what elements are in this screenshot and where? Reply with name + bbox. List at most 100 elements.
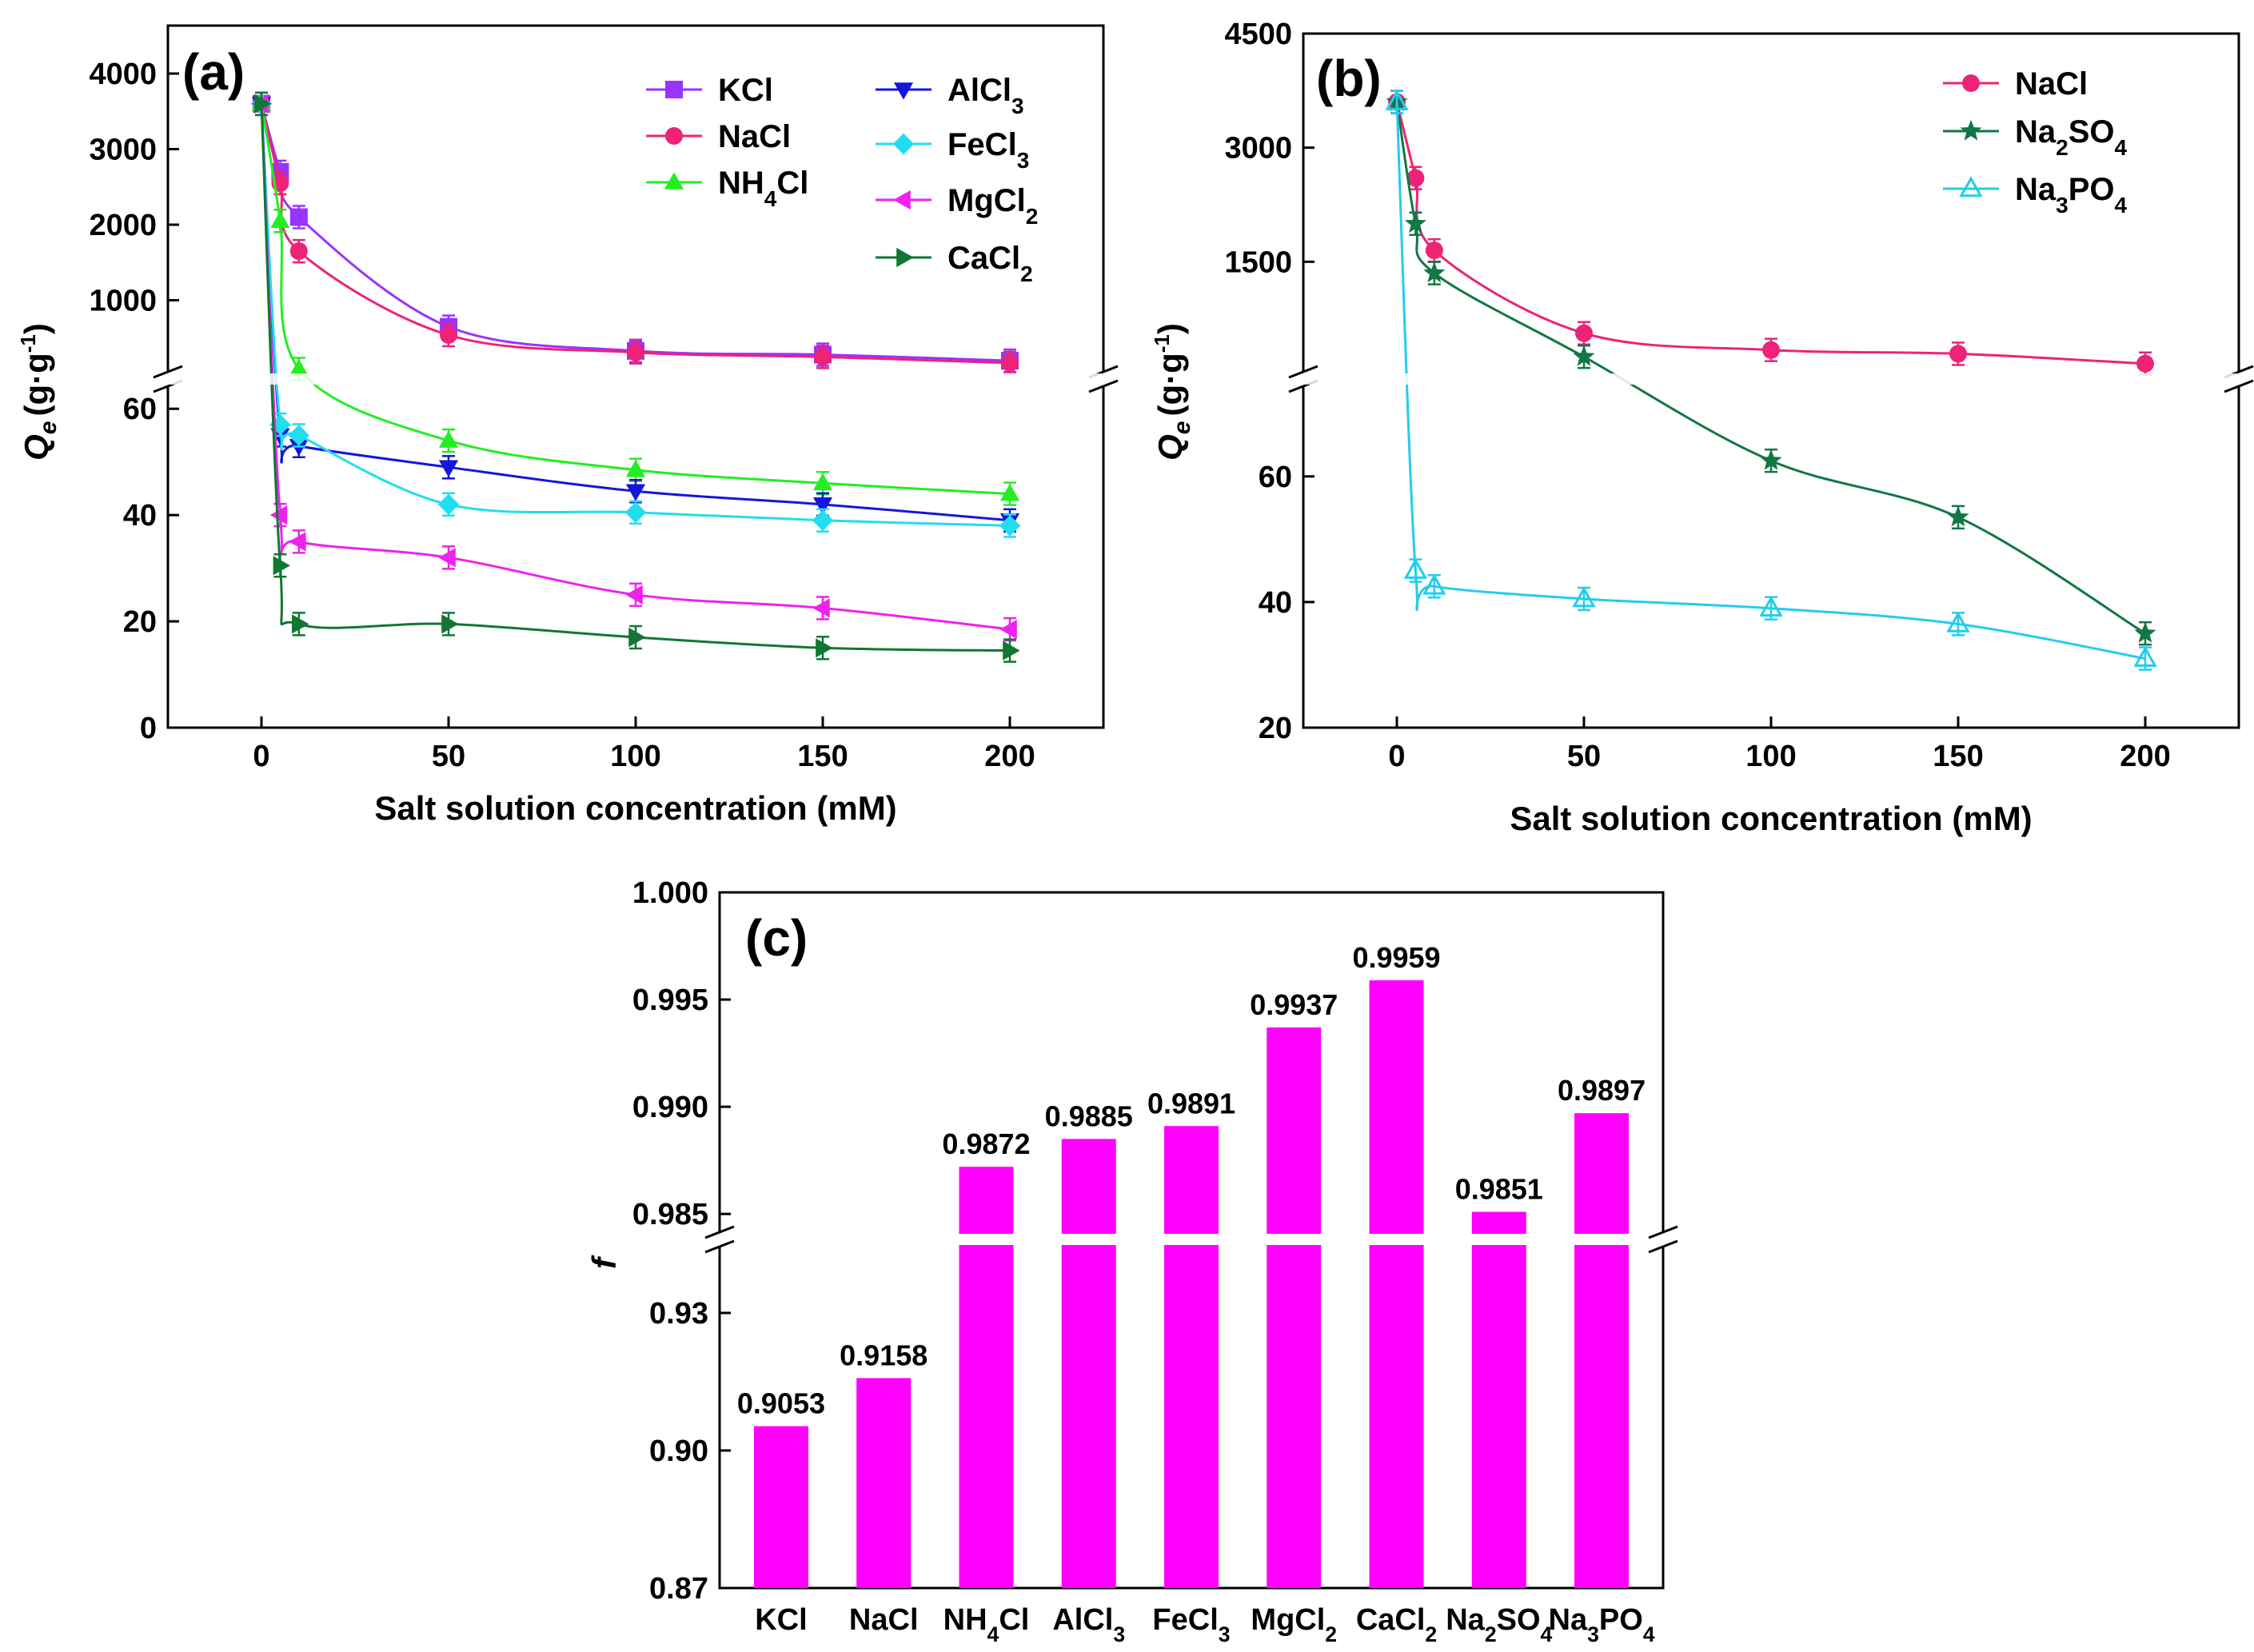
category-label: FeCl3: [1152, 1603, 1230, 1646]
legend-label: NaCl: [2015, 66, 2088, 102]
y-tick-label: 0.990: [632, 1091, 708, 1124]
data-point-nacl: [1949, 345, 1967, 363]
y-tick-label: 0.985: [632, 1198, 708, 1231]
legend-marker: [1962, 74, 1980, 92]
bar-na3po4: [1574, 1113, 1630, 1588]
panel-label-c: (c): [745, 909, 808, 967]
data-point-nh4cl: [270, 210, 290, 229]
bar-break-gap: [1059, 1234, 1118, 1245]
legend-marker: [665, 127, 683, 145]
bar-group-nh4cl: 0.9872 NH4Cl: [942, 1127, 1030, 1646]
legend-label: Na3PO4: [2015, 172, 2128, 217]
data-point-na2so4: [1760, 449, 1782, 470]
category-label: CaCl2: [1356, 1603, 1437, 1646]
data-point-na2so4: [2134, 621, 2156, 643]
y-tick-label: 1500: [1224, 245, 1292, 279]
data-point-alcl3: [625, 484, 646, 501]
x-tick-label: 150: [797, 740, 848, 773]
bar-kcl: [753, 1426, 808, 1588]
series-mgcl2: [251, 91, 1017, 642]
data-point-fecl3: [812, 509, 834, 531]
legend-label: NH4Cl: [718, 166, 808, 211]
x-axis-label-b: Salt solution concentration (mM): [1510, 800, 2032, 837]
data-point-cacl2: [628, 627, 646, 648]
data-point-cacl2: [254, 94, 272, 114]
x-tick-label: 0: [1388, 740, 1405, 773]
y-tick-label: 40: [123, 499, 157, 533]
y-tick-label: 3000: [1224, 132, 1292, 166]
data-point-nacl: [440, 325, 457, 344]
bar-nacl: [856, 1378, 912, 1588]
legend-entry-fecl3: FeCl3: [876, 127, 1029, 173]
series-line-na3po4: [1395, 102, 2146, 660]
series-na3po4: [1385, 89, 2157, 671]
bar-value-label: 0.9937: [1250, 988, 1338, 1021]
data-point-na3po4: [1403, 557, 1428, 579]
chart-panel-c: (c) f 0.87 0.90 0.93 0.985 0.990 0.995 1.000 0…: [585, 876, 1678, 1646]
legend-entry-kcl: KCl: [646, 73, 773, 108]
legend-marker: [664, 172, 684, 190]
data-point-cacl2: [816, 638, 833, 658]
axis-break-overlay: [170, 373, 1102, 385]
legend-entry-nacl: NaCl: [646, 119, 791, 154]
panel-label-a: (a): [182, 43, 245, 101]
bar-value-label: 0.9891: [1147, 1087, 1235, 1119]
data-point-fecl3: [999, 515, 1021, 537]
data-point-kcl: [289, 208, 308, 226]
panel-label-b: (b): [1316, 50, 1382, 107]
y-tick-label: 4500: [1224, 18, 1292, 51]
axis-break-mark: [704, 1239, 735, 1254]
bar-value-label: 0.9885: [1045, 1099, 1133, 1132]
data-point-nacl: [814, 348, 832, 366]
data-point-nh4cl: [625, 460, 646, 477]
bar-alcl3: [1061, 1139, 1116, 1588]
data-point-alcl3: [812, 497, 833, 515]
bar-fecl3: [1164, 1126, 1219, 1588]
legend-entry-na2so4: Na2SO4: [1943, 114, 2128, 160]
data-point-nacl: [1001, 353, 1019, 372]
legend-marker: [893, 82, 914, 100]
legend-label: AlCl3: [947, 73, 1024, 118]
legend-entry-mgcl2: MgCl2: [876, 183, 1038, 229]
bar-mgcl2: [1267, 1027, 1322, 1588]
axis-break-mark: [1288, 365, 1318, 379]
legend-label: CaCl2: [947, 241, 1033, 286]
svg-text:Qe(g·g-1): Qe(g·g-1): [1150, 323, 1195, 461]
series-nacl: [253, 91, 1019, 376]
chart-panel-b: (b) Salt solution concentration (mM) Qe(…: [1150, 18, 2254, 837]
bar-break-gap: [1265, 1234, 1323, 1245]
legend-entry-nh4cl: NH4Cl: [646, 166, 808, 211]
bar-group-mgcl2: 0.9937 MgCl2: [1250, 988, 1338, 1646]
axis-break-mark: [704, 1225, 735, 1239]
x-tick-label: 0: [253, 740, 269, 773]
y-tick-label: 0.93: [649, 1297, 708, 1331]
y-tick-label: 0.87: [649, 1572, 708, 1606]
data-point-cacl2: [441, 614, 459, 634]
legend-entry-alcl3: AlCl3: [876, 73, 1024, 118]
category-label: AlCl3: [1052, 1603, 1125, 1646]
bar-break-gap: [1573, 1234, 1631, 1245]
x-axis-label-a: Salt solution concentration (mM): [374, 789, 896, 827]
data-point-mgcl2: [625, 585, 643, 605]
x-tick-label: 150: [1933, 740, 1983, 773]
bar-na2so4: [1471, 1211, 1526, 1588]
chart-panel-a: (a) Salt solution concentration (mM) Qe(…: [16, 24, 1119, 827]
y-tick-label: 4000: [89, 58, 157, 91]
bar-group-fecl3: 0.9891 FeCl3: [1147, 1087, 1235, 1646]
y-tick-label: 0.995: [632, 984, 708, 1017]
bar-group-kcl: 0.9053 KCl: [737, 1387, 825, 1637]
axis-break-mark: [1648, 1239, 1678, 1254]
y-axis-label-c: f: [585, 1255, 623, 1269]
data-point-alcl3: [438, 460, 459, 477]
svg-text:Qe(g·g-1): Qe(g·g-1): [16, 323, 62, 461]
data-point-nacl: [1575, 324, 1593, 342]
legend-marker: [893, 190, 911, 210]
bar-cacl2: [1369, 980, 1424, 1588]
data-point-mgcl2: [438, 548, 456, 568]
data-point-nacl: [1406, 169, 1425, 187]
bar-break-gap: [1470, 1234, 1528, 1245]
data-point-na3po4: [1385, 89, 1409, 110]
data-point-fecl3: [437, 493, 460, 516]
series-nacl: [1388, 90, 2154, 377]
